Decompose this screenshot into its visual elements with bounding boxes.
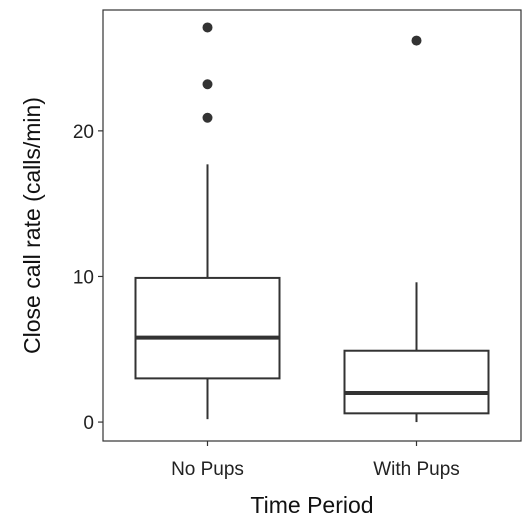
- outlier-point: [411, 35, 422, 46]
- box-group: [134, 22, 281, 420]
- y-axis: 0 10 20: [73, 122, 103, 434]
- y-tick-label: 10: [73, 267, 94, 288]
- boxes-layer: [134, 22, 490, 423]
- y-tick-label: 0: [83, 413, 94, 434]
- box-iqr: [134, 276, 281, 380]
- outlier-point: [202, 112, 213, 123]
- y-tick-label: 20: [73, 122, 94, 143]
- x-tick-label: No Pups: [171, 459, 244, 480]
- x-axis-title: Time Period: [250, 492, 373, 518]
- box-iqr: [343, 349, 490, 415]
- outlier-point: [202, 22, 213, 33]
- x-axis: No Pups With Pups: [171, 441, 460, 480]
- x-tick-label: With Pups: [373, 459, 460, 480]
- plot-panel-border: [102, 9, 522, 442]
- y-axis-title: Close call rate (calls/min): [19, 97, 45, 354]
- outlier-point: [202, 79, 213, 90]
- box-group: [343, 35, 490, 423]
